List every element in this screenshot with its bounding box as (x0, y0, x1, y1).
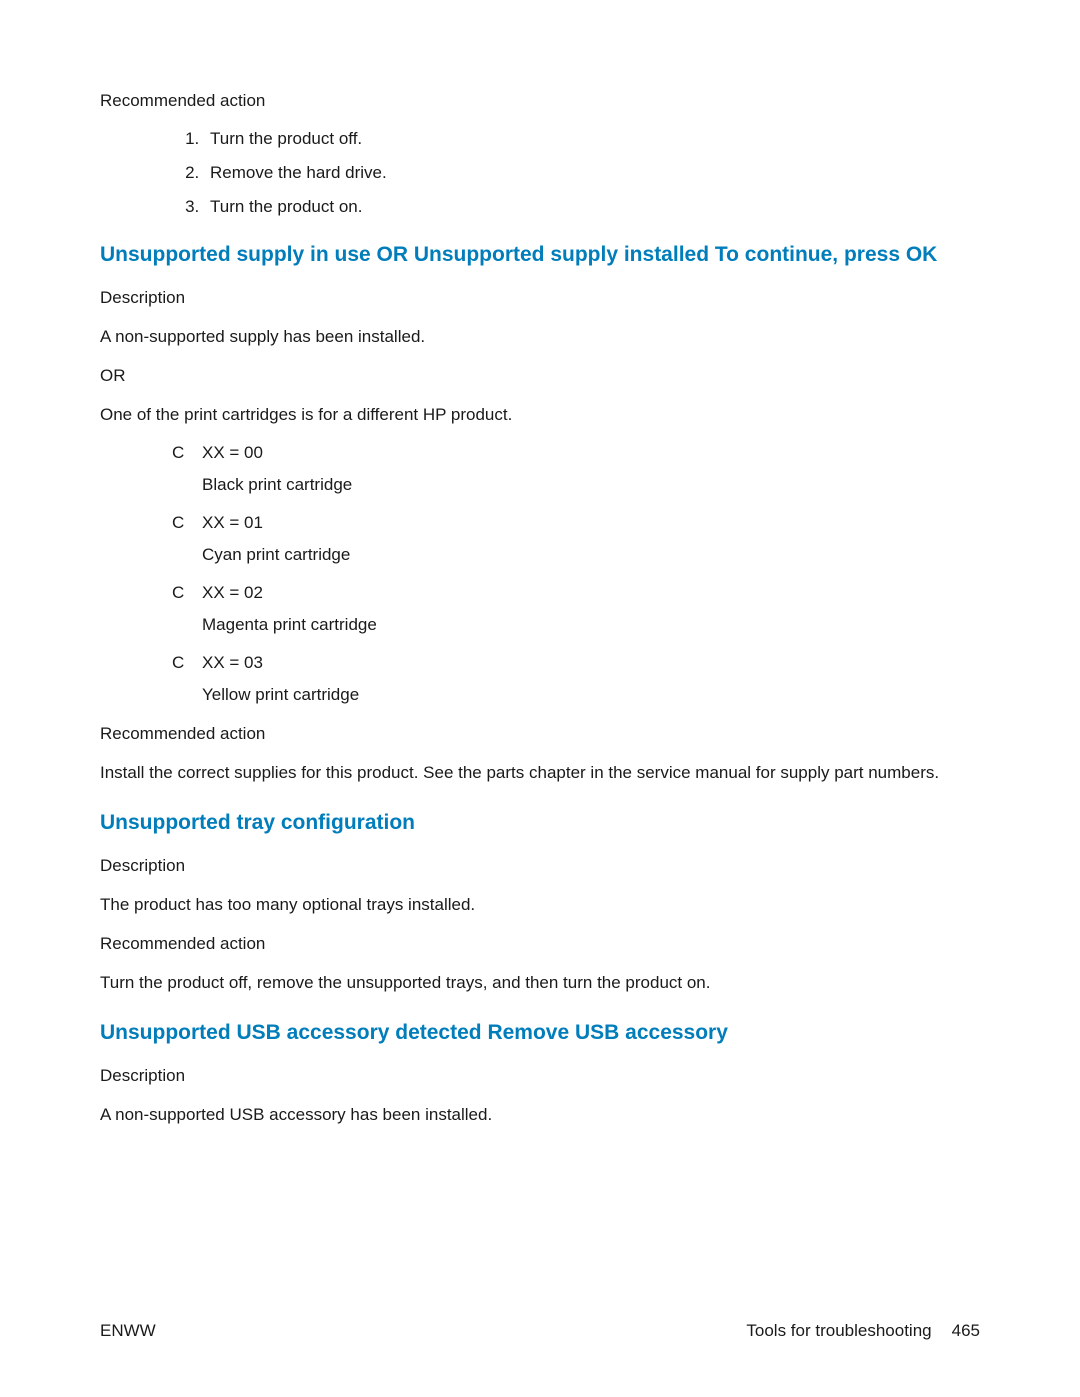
description-text: A non-supported supply has been installe… (100, 326, 980, 349)
cartridge-label: Cyan print cartridge (202, 545, 980, 565)
step-item: Turn the product off. (204, 129, 980, 149)
cartridge-code: XX = 01 (202, 513, 263, 533)
recommended-action-text: Install the correct supplies for this pr… (100, 762, 980, 785)
cartridge-label: Yellow print cartridge (202, 685, 980, 705)
list-item: C XX = 01 Cyan print cartridge (172, 513, 980, 565)
page-number: 465 (952, 1321, 980, 1341)
cartridge-code: XX = 00 (202, 443, 263, 463)
section-heading-unsupported-usb: Unsupported USB accessory detected Remov… (100, 1019, 980, 1047)
cartridge-label: Magenta print cartridge (202, 615, 980, 635)
step-item: Remove the hard drive. (204, 163, 980, 183)
list-item: C XX = 00 Black print cartridge (172, 443, 980, 495)
bullet-symbol: C (172, 583, 202, 603)
list-item: C XX = 03 Yellow print cartridge (172, 653, 980, 705)
description-text: The product has too many optional trays … (100, 894, 980, 917)
recommended-action-label: Recommended action (100, 90, 980, 113)
footer-left: ENWW (100, 1321, 156, 1341)
step-item: Turn the product on. (204, 197, 980, 217)
section-heading-unsupported-supply: Unsupported supply in use OR Unsupported… (100, 241, 980, 269)
description-label: Description (100, 1065, 980, 1088)
description-label: Description (100, 855, 980, 878)
bullet-symbol: C (172, 443, 202, 463)
steps-list: Turn the product off. Remove the hard dr… (168, 129, 980, 217)
description-or: OR (100, 365, 980, 388)
description-text: One of the print cartridges is for a dif… (100, 404, 980, 427)
section-heading-unsupported-tray: Unsupported tray configuration (100, 809, 980, 837)
bullet-symbol: C (172, 513, 202, 533)
recommended-action-label: Recommended action (100, 933, 980, 956)
cartridge-code: XX = 02 (202, 583, 263, 603)
recommended-action-label: Recommended action (100, 723, 980, 746)
cartridge-code: XX = 03 (202, 653, 263, 673)
description-text: A non-supported USB accessory has been i… (100, 1104, 980, 1127)
list-item: C XX = 02 Magenta print cartridge (172, 583, 980, 635)
footer-section-title: Tools for troubleshooting (746, 1321, 931, 1341)
cartridge-code-list: C XX = 00 Black print cartridge C XX = 0… (172, 443, 980, 705)
cartridge-label: Black print cartridge (202, 475, 980, 495)
description-label: Description (100, 287, 980, 310)
document-page: Recommended action Turn the product off.… (0, 0, 1080, 1397)
bullet-symbol: C (172, 653, 202, 673)
page-footer: ENWW Tools for troubleshooting 465 (100, 1321, 980, 1341)
recommended-action-text: Turn the product off, remove the unsuppo… (100, 972, 980, 995)
